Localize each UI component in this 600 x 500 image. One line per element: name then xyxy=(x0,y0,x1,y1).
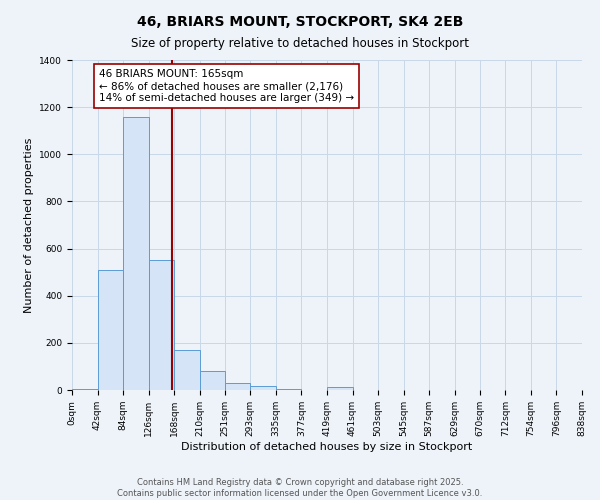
Text: 46 BRIARS MOUNT: 165sqm
← 86% of detached houses are smaller (2,176)
14% of semi: 46 BRIARS MOUNT: 165sqm ← 86% of detache… xyxy=(99,70,354,102)
Text: 46, BRIARS MOUNT, STOCKPORT, SK4 2EB: 46, BRIARS MOUNT, STOCKPORT, SK4 2EB xyxy=(137,15,463,29)
Bar xyxy=(225,383,250,390)
X-axis label: Distribution of detached houses by size in Stockport: Distribution of detached houses by size … xyxy=(181,442,473,452)
Bar xyxy=(250,386,276,390)
Text: Contains HM Land Registry data © Crown copyright and database right 2025.
Contai: Contains HM Land Registry data © Crown c… xyxy=(118,478,482,498)
Bar xyxy=(72,389,98,390)
Bar xyxy=(276,389,301,390)
Bar xyxy=(98,270,123,390)
Y-axis label: Number of detached properties: Number of detached properties xyxy=(24,138,34,312)
Bar xyxy=(200,371,225,390)
Bar xyxy=(327,387,353,390)
Bar xyxy=(174,350,200,390)
Text: Size of property relative to detached houses in Stockport: Size of property relative to detached ho… xyxy=(131,38,469,51)
Bar xyxy=(149,260,174,390)
Bar xyxy=(123,116,149,390)
